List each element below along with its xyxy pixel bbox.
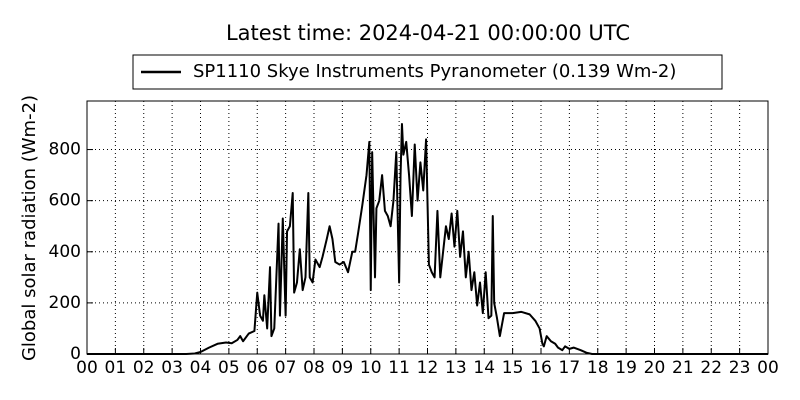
x-tick-label: 09 — [332, 358, 354, 378]
x-tick-label: 19 — [615, 358, 637, 378]
x-tick-label: 17 — [559, 358, 581, 378]
x-tick-label: 23 — [729, 358, 751, 378]
y-tick-label: 800 — [49, 140, 81, 160]
y-tick-label: 200 — [49, 293, 81, 313]
plot-frame — [86, 100, 769, 355]
x-tick-label: 20 — [644, 358, 666, 378]
x-tick-label: 12 — [417, 358, 439, 378]
x-tick-label: 07 — [275, 358, 297, 378]
y-tick-label: 600 — [49, 191, 81, 211]
x-tick-label: 21 — [672, 358, 694, 378]
legend-label: SP1110 Skye Instruments Pyranometer (0.1… — [193, 61, 676, 82]
y-tick-label: 400 — [49, 242, 81, 262]
y-axis-label: Global solar radiation (Wm-2) — [19, 95, 40, 361]
x-tick-label: 18 — [587, 358, 609, 378]
x-tick-label: 01 — [105, 358, 127, 378]
x-tick-label: 03 — [161, 358, 183, 378]
x-tick-label: 05 — [218, 358, 240, 378]
x-tick-label: 00 — [757, 358, 779, 378]
x-tick-label: 11 — [388, 358, 410, 378]
legend — [132, 54, 723, 90]
x-tick-label: 14 — [473, 358, 495, 378]
x-tick-label: 15 — [502, 358, 524, 378]
x-tick-label: 10 — [360, 358, 382, 378]
x-tick-label: 13 — [445, 358, 467, 378]
chart-title: Latest time: 2024-04-21 00:00:00 UTC — [226, 21, 630, 45]
x-tick-label: 00 — [76, 358, 98, 378]
x-tick-label: 06 — [246, 358, 268, 378]
y-tick-label: 0 — [70, 344, 81, 364]
data-line — [87, 123, 768, 355]
x-tick-label: 22 — [700, 358, 722, 378]
x-tick-label: 04 — [190, 358, 212, 378]
x-tick-label: 08 — [303, 358, 325, 378]
x-tick-label: 02 — [133, 358, 155, 378]
x-tick-label: 16 — [530, 358, 552, 378]
